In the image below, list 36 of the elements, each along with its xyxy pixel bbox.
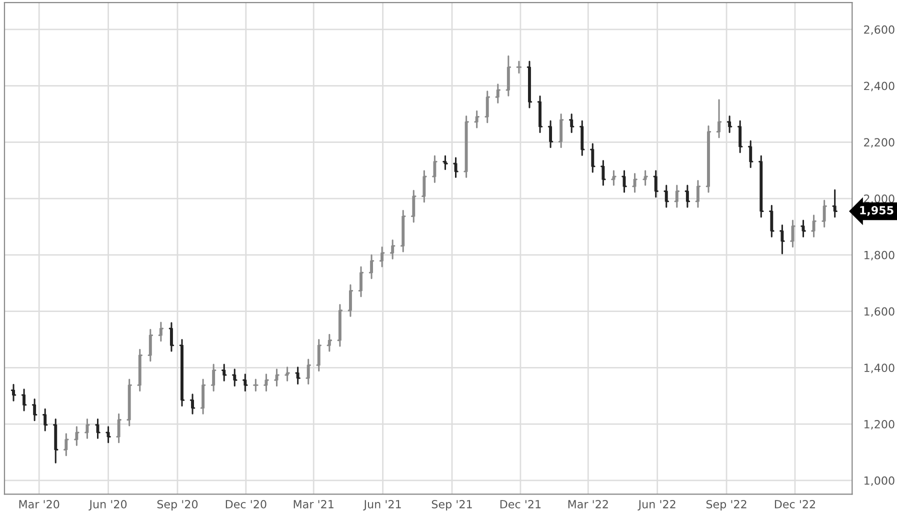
candlestick [780,224,784,254]
candlestick [117,413,120,444]
x-tick-label: Dec '22 [774,500,815,508]
candlestick [306,358,310,384]
candlestick [64,433,68,456]
x-tick-label: Mar '21 [294,500,334,508]
x-tick-label: Dec '20 [226,500,266,508]
candlestick [770,204,774,238]
x-tick-label: Jun '22 [638,500,676,510]
x-tick-label: Sep '20 [157,500,198,511]
x-tick-label: Sep '21 [432,500,472,511]
candlestick [822,200,826,228]
candlestick [486,90,489,124]
annotation: 1,955 [860,206,894,216]
x-tick-label: Dec '21 [500,500,541,508]
candlestick [412,190,416,223]
candlestick [128,378,131,426]
candlestick [760,155,763,218]
y-tick-label: 2,400 [864,82,894,92]
y-tick-label: 1,400 [864,364,894,374]
candlestick [422,170,426,203]
x-tick-label: Mar '20 [19,500,60,508]
x-tick-label: Mar '22 [568,500,608,508]
candlestick [591,143,594,173]
y-tick-label: 2,200 [864,138,894,148]
x-tick-label: Jun '21 [363,500,401,510]
x-tick-label: Sep '22 [706,500,746,511]
candlestick [602,160,605,186]
y-tick-label: 1,600 [864,307,894,317]
y-tick-label: 2,600 [864,25,894,35]
y-tick-label: 1,800 [864,250,894,260]
candlestick [464,115,468,178]
x-tick-label: Jun '20 [88,500,127,510]
candlestick [654,170,658,198]
y-tick-label: 1,000 [864,476,894,486]
y-tick-label: 1,200 [864,420,894,430]
